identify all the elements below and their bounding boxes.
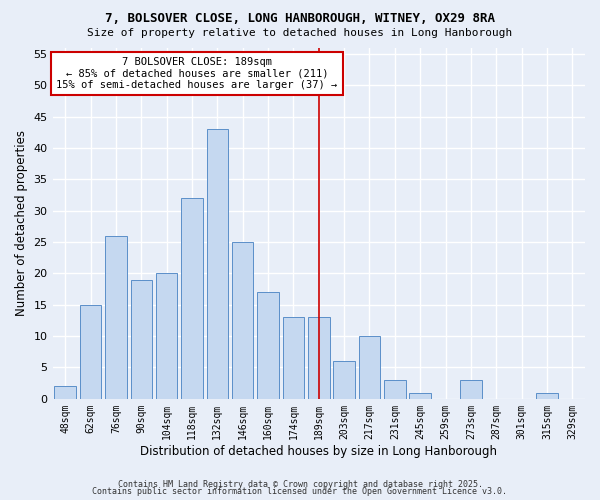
Bar [206,129,228,399]
Bar [359,336,380,399]
X-axis label: Distribution of detached houses by size in Long Hanborough: Distribution of detached houses by size … [140,444,497,458]
Bar [131,280,152,399]
Bar [156,274,178,399]
Bar [80,304,101,399]
Bar [257,292,279,399]
Bar [334,361,355,399]
Bar [283,318,304,399]
Bar [181,198,203,399]
Bar [232,242,253,399]
Bar [536,392,558,399]
Text: Size of property relative to detached houses in Long Hanborough: Size of property relative to detached ho… [88,28,512,38]
Bar [55,386,76,399]
Bar [409,392,431,399]
Text: Contains public sector information licensed under the Open Government Licence v3: Contains public sector information licen… [92,488,508,496]
Text: 7 BOLSOVER CLOSE: 189sqm
← 85% of detached houses are smaller (211)
15% of semi-: 7 BOLSOVER CLOSE: 189sqm ← 85% of detach… [56,57,338,90]
Bar [384,380,406,399]
Bar [460,380,482,399]
Y-axis label: Number of detached properties: Number of detached properties [15,130,28,316]
Text: 7, BOLSOVER CLOSE, LONG HANBOROUGH, WITNEY, OX29 8RA: 7, BOLSOVER CLOSE, LONG HANBOROUGH, WITN… [105,12,495,26]
Text: Contains HM Land Registry data © Crown copyright and database right 2025.: Contains HM Land Registry data © Crown c… [118,480,482,489]
Bar [105,236,127,399]
Bar [308,318,329,399]
